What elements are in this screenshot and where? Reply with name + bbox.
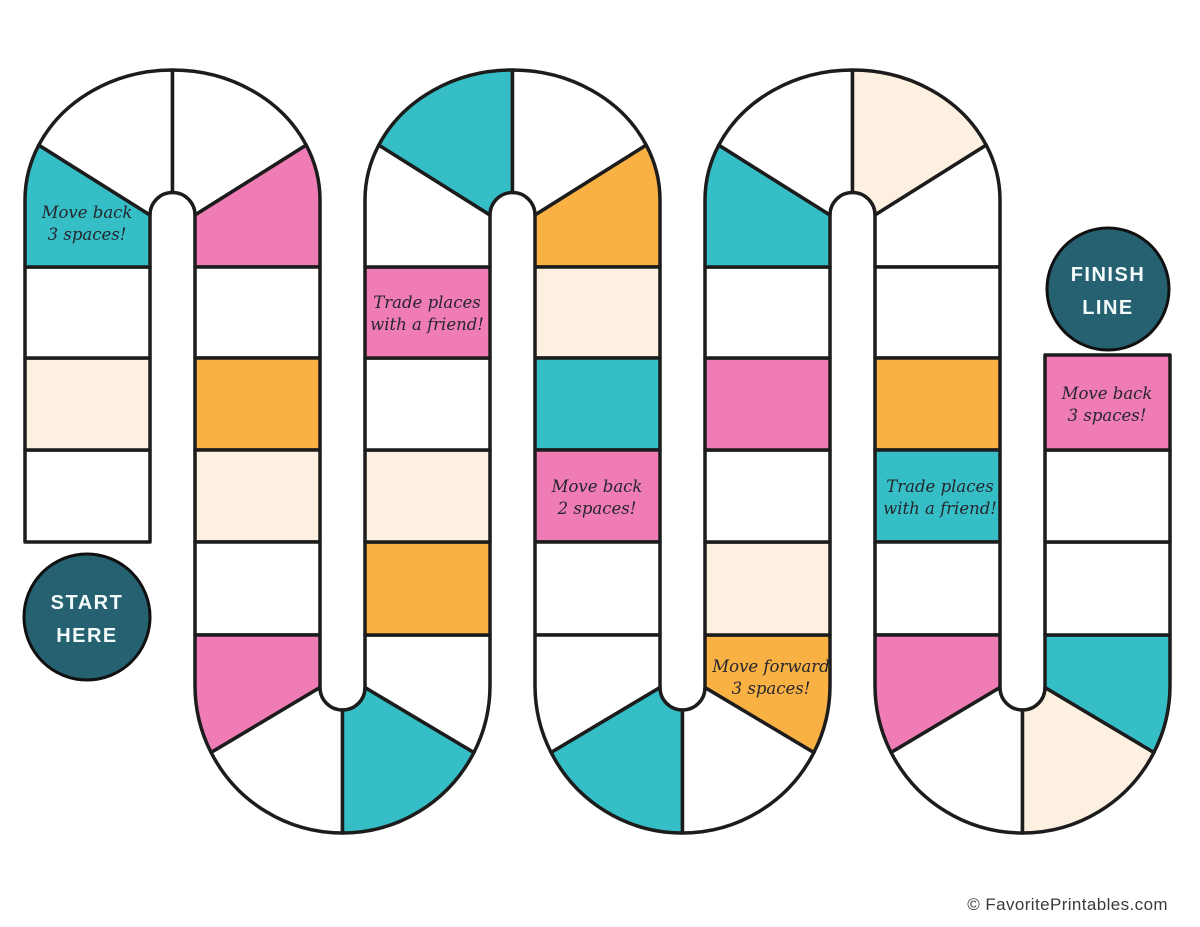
label-line: Move back (551, 477, 643, 496)
space-40 (873, 265, 1002, 360)
space-48 (1043, 540, 1172, 637)
label-line: with a friend! (883, 499, 997, 518)
space-21 (377, 68, 515, 217)
space-41 (873, 356, 1002, 452)
space-30 (680, 685, 816, 835)
label-line: 3 spaces! (732, 679, 811, 698)
space-5 (37, 68, 175, 217)
label-line: 2 spaces! (557, 499, 637, 518)
start-badge-line1: START (51, 592, 124, 614)
space-35 (703, 265, 832, 360)
space-18 (363, 356, 492, 452)
footer-credit-text: © FavoritePrintables.com (967, 895, 1168, 914)
space-6 (170, 68, 308, 217)
space-33 (703, 448, 832, 544)
label-line: 3 spaces! (48, 225, 127, 244)
space-13 (209, 685, 345, 835)
space-19-trade-places (363, 265, 492, 360)
label-line: with a friend! (370, 315, 484, 334)
space-label-move-back-3-a: Move back 3 spaces! (41, 203, 133, 244)
space-34 (703, 356, 832, 452)
space-16 (363, 540, 492, 637)
space-label-move-back-2: Move back 2 spaces! (551, 477, 643, 518)
space-32 (703, 540, 832, 637)
space-45 (889, 685, 1025, 835)
space-49 (1043, 448, 1172, 544)
space-label-trade-places-b: Trade places with a friend! (883, 477, 997, 518)
space-22 (510, 68, 648, 217)
space-8 (193, 265, 322, 360)
space-24 (533, 265, 662, 360)
space-1 (23, 448, 152, 544)
space-label-trade-places-a: Trade places with a friend! (370, 293, 484, 334)
finish-badge-line1: FINISH (1071, 264, 1146, 286)
label-line: Trade places (373, 293, 480, 312)
space-50-move-back-3 (1043, 353, 1172, 452)
space-2 (23, 356, 152, 452)
finish-badge: FINISH LINE (1045, 226, 1171, 352)
footer-credit: © FavoritePrintables.com (967, 895, 1168, 914)
space-46 (1020, 685, 1156, 835)
space-9 (193, 356, 322, 452)
start-badge-line2: HERE (56, 625, 118, 647)
space-11 (193, 540, 322, 637)
space-25 (533, 356, 662, 452)
start-badge-text: START HERE (51, 592, 124, 647)
finish-badge-line2: LINE (1082, 297, 1134, 319)
start-badge: START HERE (22, 552, 152, 682)
space-42-trade-places (873, 448, 1002, 544)
label-line: Trade places (886, 477, 993, 496)
label-line: 3 spaces! (1068, 406, 1147, 425)
space-label-move-back-3-b: Move back 3 spaces! (1061, 384, 1153, 425)
space-17 (363, 448, 492, 544)
label-line: Move back (1061, 384, 1153, 403)
finish-badge-circle (1045, 226, 1171, 352)
start-badge-circle (22, 552, 152, 682)
space-27 (533, 540, 662, 637)
space-43 (873, 540, 1002, 637)
space-3 (23, 265, 152, 360)
label-line: Move back (41, 203, 133, 222)
space-29 (549, 685, 685, 835)
space-10 (193, 448, 322, 544)
space-14 (340, 685, 476, 835)
finish-badge-text: FINISH LINE (1071, 264, 1146, 319)
space-37 (717, 68, 855, 217)
space-label-move-forward-3: Move forward 3 spaces! (711, 657, 830, 698)
space-26-move-back-2 (533, 448, 662, 544)
label-line: Move forward (711, 657, 830, 676)
space-38 (850, 68, 988, 217)
